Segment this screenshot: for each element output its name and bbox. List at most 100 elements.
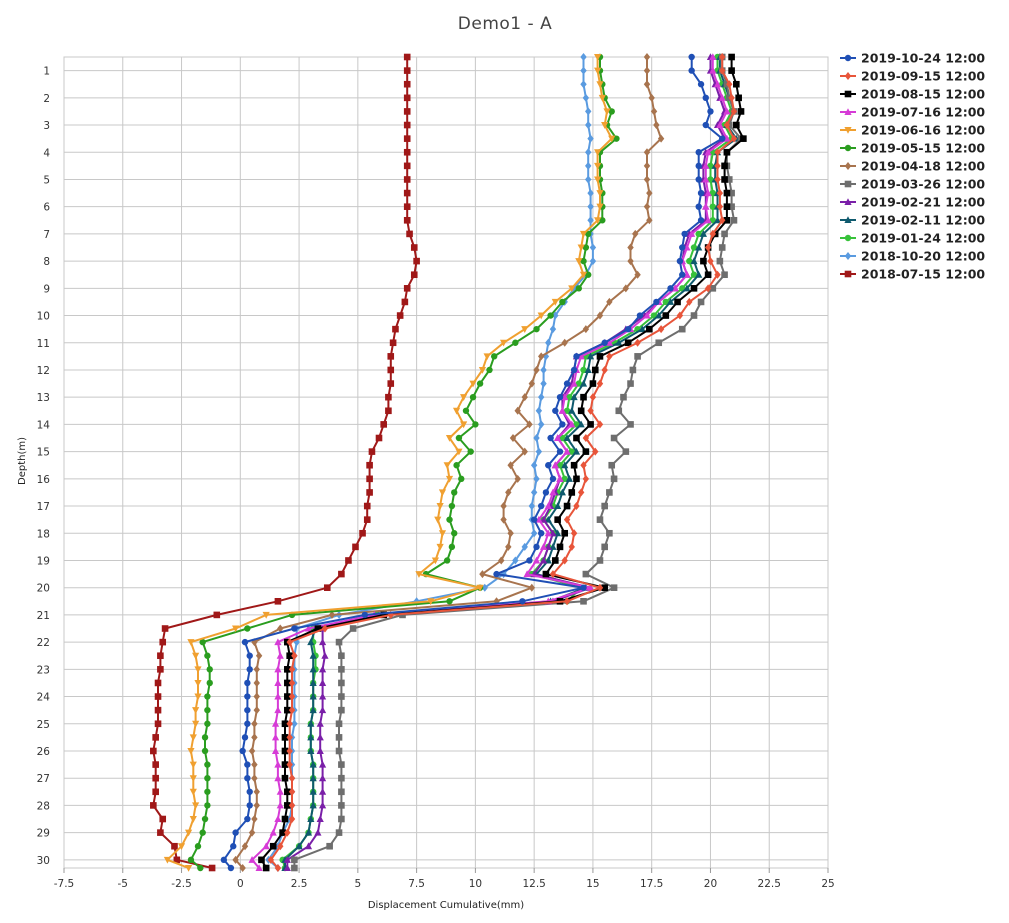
data-point (606, 297, 613, 306)
data-point (521, 542, 528, 551)
data-point (262, 611, 270, 619)
data-point (667, 285, 674, 292)
data-point (688, 53, 695, 61)
data-point (575, 258, 583, 265)
data-point (288, 801, 296, 810)
data-point (700, 257, 707, 265)
data-point (505, 488, 512, 497)
data-point (568, 285, 576, 293)
legend-item[interactable]: 2019-09-15 12:00 (840, 69, 985, 84)
y-tick-label: 18 (37, 528, 50, 540)
data-point (624, 325, 632, 333)
data-point (274, 692, 282, 700)
legend-item[interactable]: 2018-07-15 12:00 (840, 267, 985, 282)
data-point (544, 515, 552, 523)
data-point (345, 557, 352, 564)
data-point (281, 761, 289, 768)
legend-item[interactable]: 2019-05-15 12:00 (840, 141, 985, 156)
data-point (575, 285, 583, 292)
data-point (545, 462, 552, 469)
data-point (446, 598, 453, 605)
data-point (286, 760, 293, 769)
legend-item[interactable]: 2019-03-26 12:00 (840, 177, 985, 192)
y-tick-label: 9 (43, 283, 50, 295)
data-point (274, 706, 282, 714)
data-point (549, 488, 557, 496)
legend-item[interactable]: 2019-08-15 12:00 (840, 87, 985, 102)
data-point (173, 856, 181, 864)
legend-item[interactable]: 2019-01-24 12:00 (840, 231, 985, 246)
data-point (349, 625, 357, 632)
data-point (269, 828, 277, 836)
legend-label: 2018-10-20 12:00 (861, 249, 985, 264)
data-point (538, 352, 545, 361)
data-point (530, 461, 538, 470)
legend-item[interactable]: 2019-02-21 12:00 (840, 195, 985, 210)
data-point (321, 624, 329, 633)
data-point (662, 312, 670, 319)
data-point (199, 638, 206, 646)
data-point (392, 325, 399, 333)
data-point (309, 801, 317, 809)
data-point (709, 203, 717, 210)
data-point (740, 135, 747, 142)
series-2018-07-15-12-00 (150, 53, 420, 872)
legend-item[interactable]: 2019-04-18 12:00 (840, 159, 985, 174)
data-point (580, 366, 587, 374)
data-point (403, 67, 411, 74)
data-point (577, 488, 585, 497)
data-point (634, 338, 641, 347)
data-point (462, 407, 470, 414)
legend-item[interactable]: 2018-10-20 12:00 (840, 249, 985, 264)
data-point (304, 842, 313, 850)
y-tick-label: 3 (43, 120, 50, 132)
data-point (274, 679, 282, 686)
data-point (570, 393, 578, 401)
data-point (458, 475, 465, 483)
data-point (730, 216, 738, 224)
legend-item[interactable]: 2019-10-24 12:00 (840, 51, 985, 66)
data-point (359, 529, 366, 537)
data-point (244, 693, 251, 700)
data-point (622, 448, 630, 455)
y-tick-label: 2 (43, 93, 50, 105)
data-point (655, 339, 663, 347)
data-point (726, 80, 733, 89)
data-point (577, 244, 585, 252)
data-point (274, 665, 282, 673)
data-point (512, 556, 519, 565)
data-point (204, 761, 211, 768)
data-point (540, 379, 547, 388)
data-point (309, 679, 317, 686)
data-point (695, 176, 702, 183)
data-point (338, 802, 345, 809)
data-point (159, 815, 167, 823)
data-point (403, 148, 411, 156)
data-point (255, 651, 263, 660)
data-point (288, 692, 296, 701)
data-point (570, 379, 578, 387)
data-point (352, 543, 359, 551)
data-point (596, 203, 604, 211)
data-point (552, 311, 559, 320)
legend-item[interactable]: 2019-02-11 12:00 (840, 213, 985, 228)
data-point (733, 121, 740, 129)
data-point (204, 706, 211, 714)
data-point (436, 503, 444, 510)
data-point (582, 93, 590, 102)
legend-item[interactable]: 2019-06-16 12:00 (840, 123, 985, 138)
data-point (434, 516, 442, 524)
data-point (451, 489, 458, 496)
data-point (274, 638, 282, 646)
data-point (582, 325, 590, 334)
data-point (192, 802, 200, 810)
data-point (561, 461, 569, 469)
data-point (157, 829, 164, 836)
data-point (455, 448, 463, 456)
data-point (204, 693, 211, 700)
data-point (552, 407, 559, 414)
legend-item[interactable]: 2019-07-16 12:00 (840, 105, 985, 120)
data-point (643, 161, 651, 170)
data-point (283, 864, 291, 871)
data-point (253, 801, 260, 810)
